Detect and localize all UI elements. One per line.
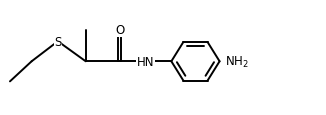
Text: NH$_2$: NH$_2$ — [225, 54, 249, 69]
Text: HN: HN — [137, 55, 154, 68]
Text: O: O — [115, 24, 124, 37]
Text: S: S — [54, 35, 62, 48]
